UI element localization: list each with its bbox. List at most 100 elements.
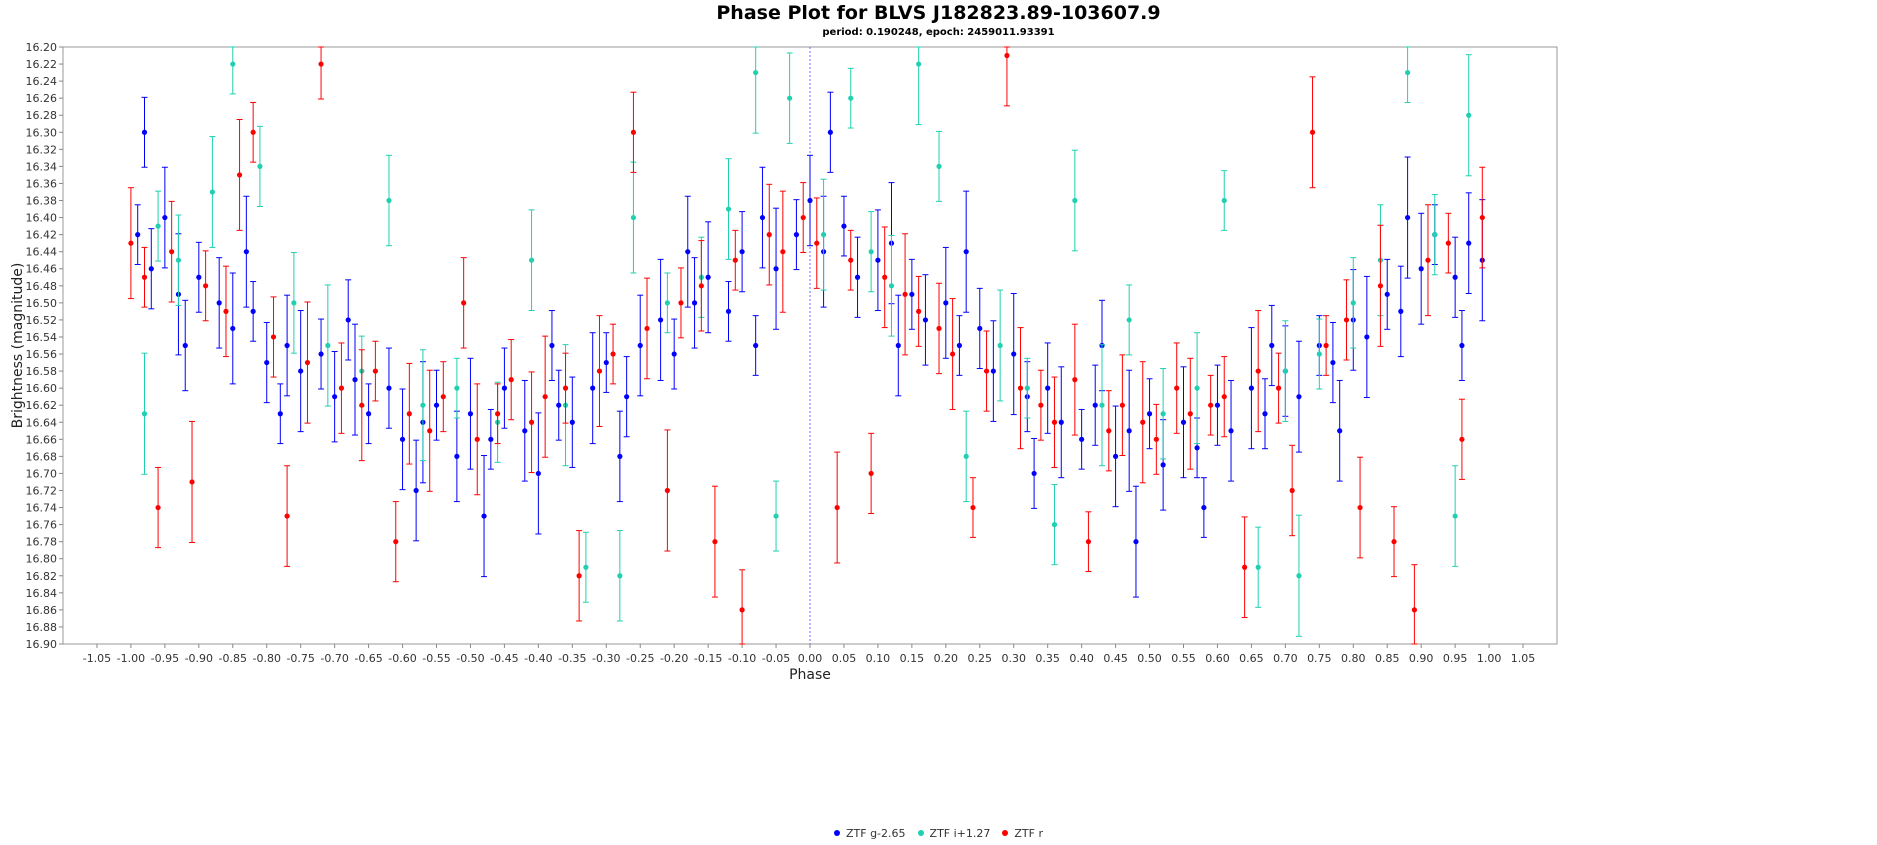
data-point bbox=[501, 385, 508, 391]
y-tick-label: 16.68 bbox=[26, 450, 58, 463]
data-point bbox=[1337, 428, 1343, 434]
data-point bbox=[135, 232, 141, 238]
data-point bbox=[318, 351, 324, 357]
data-point bbox=[664, 487, 670, 494]
x-tick-label: -0.60 bbox=[388, 652, 416, 665]
data-point bbox=[528, 257, 535, 263]
data-point bbox=[800, 214, 806, 221]
data-point bbox=[1255, 368, 1261, 374]
data-point bbox=[1282, 368, 1288, 374]
data-point bbox=[848, 95, 854, 101]
data-point bbox=[1459, 436, 1465, 442]
data-point bbox=[1459, 342, 1465, 349]
data-point bbox=[759, 214, 766, 221]
data-point bbox=[1289, 487, 1295, 494]
x-tick-label: -0.20 bbox=[660, 652, 688, 665]
data-point bbox=[698, 283, 704, 289]
y-tick-label: 16.50 bbox=[26, 297, 58, 310]
data-point bbox=[1051, 419, 1058, 425]
data-point bbox=[1045, 385, 1051, 391]
data-point bbox=[630, 129, 637, 135]
data-point bbox=[128, 240, 134, 246]
data-point bbox=[1242, 564, 1248, 570]
data-point bbox=[406, 411, 412, 417]
data-point bbox=[250, 308, 256, 314]
data-point bbox=[1452, 274, 1458, 280]
x-tick-label: 0.15 bbox=[900, 652, 925, 665]
data-point bbox=[562, 385, 569, 391]
y-tick-label: 16.44 bbox=[26, 246, 58, 259]
data-point bbox=[338, 385, 345, 391]
data-point bbox=[753, 69, 759, 76]
y-tick-label: 16.70 bbox=[26, 467, 58, 480]
data-point bbox=[1432, 232, 1438, 238]
data-point bbox=[596, 368, 603, 374]
data-point bbox=[1316, 351, 1322, 357]
data-point bbox=[556, 402, 562, 408]
series-2 bbox=[127, 46, 1486, 645]
x-tick-label: -0.75 bbox=[286, 652, 314, 665]
data-point bbox=[1058, 419, 1064, 425]
data-point bbox=[814, 240, 820, 246]
data-point bbox=[1425, 257, 1431, 263]
data-point bbox=[1201, 504, 1207, 511]
legend-item: ZTF r bbox=[1002, 827, 1043, 840]
data-point bbox=[203, 283, 209, 289]
data-point bbox=[617, 573, 623, 579]
data-point bbox=[467, 411, 474, 417]
legend-item: ZTF g-2.65 bbox=[834, 827, 906, 840]
data-point bbox=[522, 428, 528, 434]
x-tick-label: 0.75 bbox=[1307, 652, 1332, 665]
data-point bbox=[658, 317, 664, 323]
x-tick-label: -0.40 bbox=[524, 652, 552, 665]
data-point bbox=[1133, 539, 1139, 545]
y-tick-label: 16.60 bbox=[26, 382, 58, 395]
data-point bbox=[1323, 342, 1329, 349]
data-point bbox=[141, 274, 148, 280]
data-point bbox=[230, 61, 236, 67]
x-tick-label: 0.90 bbox=[1409, 652, 1434, 665]
data-point bbox=[1262, 411, 1268, 417]
data-point bbox=[461, 300, 467, 306]
x-tick-label: 0.65 bbox=[1239, 652, 1264, 665]
y-tick-label: 16.42 bbox=[26, 229, 58, 242]
legend: ZTF g-2.65 ZTF i+1.27 ZTF r bbox=[0, 826, 1877, 840]
data-point bbox=[474, 436, 480, 442]
data-point bbox=[780, 249, 786, 255]
x-tick-label: -0.15 bbox=[694, 652, 722, 665]
data-point bbox=[603, 359, 609, 366]
data-point bbox=[495, 411, 501, 417]
y-tick-label: 16.22 bbox=[26, 58, 58, 71]
data-point bbox=[1309, 129, 1316, 135]
data-point bbox=[956, 342, 963, 349]
data-point bbox=[1160, 462, 1166, 468]
data-point bbox=[318, 61, 324, 67]
data-point bbox=[1017, 385, 1024, 391]
y-tick-label: 16.56 bbox=[26, 348, 58, 361]
x-tick-label: 1.05 bbox=[1511, 652, 1536, 665]
x-tick-label: 0.80 bbox=[1341, 652, 1366, 665]
data-point bbox=[1466, 112, 1472, 118]
y-tick-label: 16.52 bbox=[26, 314, 58, 327]
data-point bbox=[888, 283, 895, 289]
data-point bbox=[617, 453, 623, 459]
x-tick-label: -0.80 bbox=[252, 652, 280, 665]
data-point bbox=[583, 564, 589, 570]
data-point bbox=[922, 317, 929, 323]
data-point bbox=[284, 513, 290, 519]
y-tick-label: 16.90 bbox=[26, 638, 58, 651]
data-point bbox=[916, 308, 922, 314]
data-point bbox=[420, 402, 426, 408]
data-point bbox=[576, 573, 582, 579]
legend-item: ZTF i+1.27 bbox=[917, 827, 990, 840]
data-point bbox=[1079, 436, 1085, 442]
data-point bbox=[848, 257, 854, 263]
x-tick-label: 0.35 bbox=[1035, 652, 1060, 665]
data-point bbox=[230, 325, 236, 332]
y-tick-label: 16.86 bbox=[26, 604, 58, 617]
data-point bbox=[528, 419, 535, 425]
data-point bbox=[1180, 419, 1187, 425]
y-tick-label: 16.26 bbox=[26, 92, 58, 105]
data-point bbox=[950, 351, 956, 357]
x-tick-label: -0.70 bbox=[320, 652, 348, 665]
